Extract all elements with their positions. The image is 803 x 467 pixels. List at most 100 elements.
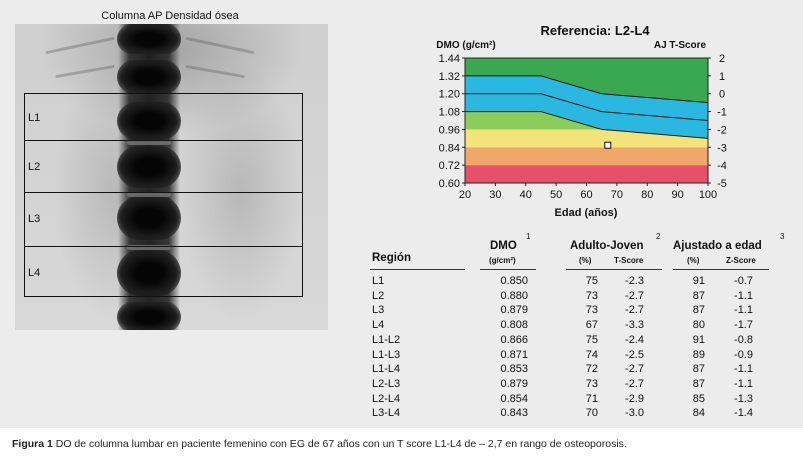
x-tick-label: 50 — [550, 189, 562, 201]
x-tick-label: 90 — [672, 189, 684, 201]
header-young-adult: Adulto-Joven — [570, 240, 644, 252]
y-tick-label: 0.72 — [439, 160, 460, 172]
x-tick-label: 40 — [520, 189, 532, 201]
cell-age-pct: 80 — [692, 319, 705, 332]
roi-label-l3: L3 — [28, 213, 41, 225]
cell-young-adult-pct: 75 — [585, 333, 598, 346]
y2-tick-label: -5 — [717, 178, 727, 190]
cell-tscore: -2.4 — [625, 333, 644, 346]
vertebra — [117, 24, 181, 54]
cell-region: L1-L2 — [372, 333, 401, 346]
caption-label: Figura 1 — [12, 438, 53, 450]
table-row: L1-L2 0.866 75 -2.4 91 -0.8 — [370, 334, 790, 347]
right-axis-label: AJ T-Score — [654, 40, 707, 51]
cell-tscore: -2.7 — [625, 304, 644, 317]
vertebra — [117, 146, 181, 188]
table-row: L4 0.808 67 -3.3 80 -1.7 — [370, 319, 790, 332]
cell-bmd: 0.853 — [500, 363, 528, 376]
vertebra — [117, 102, 181, 140]
rib-shadow — [55, 64, 115, 79]
rib-shadow — [185, 64, 245, 79]
header-rule — [673, 269, 769, 270]
plot-area: 0.60 0.72 0.84 0.96 1.08 1.20 1.32 1.44 -5 -4 -3 -2… — [439, 53, 727, 201]
chart-title: Referencia: L2-L4 — [540, 23, 650, 38]
diagnostic-band — [465, 165, 708, 183]
y-tick-label: 0.60 — [439, 178, 460, 190]
table-row: L1 0.850 75 -2.3 91 -0.7 — [370, 275, 790, 288]
y2-tick-label: -3 — [717, 142, 727, 154]
cell-region: L1-L4 — [372, 363, 401, 376]
cell-tscore: -2.5 — [625, 348, 644, 361]
header-bmd-unit: (g/cm²) — [489, 256, 516, 265]
intervertebral-disc — [127, 140, 171, 145]
header-rule — [566, 269, 662, 270]
cell-young-adult-pct: 72 — [585, 363, 598, 376]
cell-tscore: -2.7 — [625, 289, 644, 302]
cell-young-adult-pct: 67 — [585, 319, 598, 332]
cell-zscore: -0.9 — [734, 348, 753, 361]
y-tick-label: 0.84 — [439, 142, 460, 154]
cell-bmd: 0.871 — [500, 348, 528, 361]
intervertebral-disc — [127, 192, 171, 197]
reference-line-upper — [465, 75, 709, 104]
cell-bmd: 0.879 — [500, 377, 528, 390]
cell-age-pct: 87 — [692, 377, 705, 390]
x-axis-label: Edad (años) — [555, 207, 618, 219]
vertebra — [117, 196, 181, 240]
cell-region: L2-L3 — [372, 377, 401, 390]
cell-tscore: -2.9 — [625, 392, 644, 405]
y2-tick-label: -1 — [717, 107, 727, 119]
cell-age-pct: 84 — [692, 407, 705, 420]
y-tick-label: 1.32 — [439, 71, 460, 83]
vertebra — [117, 302, 181, 330]
rib-shadow — [185, 36, 255, 55]
cell-tscore: -2.7 — [625, 377, 644, 390]
header-bmd: DMO — [490, 240, 517, 252]
x-tick-label: 80 — [641, 189, 653, 201]
cell-age-pct: 91 — [692, 333, 705, 346]
header-age-matched: Ajustado a edad — [673, 240, 762, 252]
header-age-pct: (%) — [687, 256, 700, 265]
cell-zscore: -1.3 — [734, 392, 753, 405]
cell-zscore: -1.7 — [734, 319, 753, 332]
table-row: L1-L4 0.853 72 -2.7 87 -1.1 — [370, 363, 790, 376]
cell-bmd: 0.866 — [500, 333, 528, 346]
table-row: L2-L4 0.854 71 -2.9 85 -1.3 — [370, 393, 790, 406]
vertebra — [117, 250, 181, 296]
x-tick-label: 100 — [699, 189, 717, 201]
x-tick-label: 20 — [459, 189, 471, 201]
cell-bmd: 0.879 — [500, 304, 528, 317]
roi-label-l4: L4 — [28, 267, 41, 279]
header-young-adult-pct: (%) — [579, 256, 592, 265]
cell-tscore: -3.0 — [625, 407, 644, 420]
caption-text: DO de columna lumbar en paciente femenin… — [52, 438, 627, 450]
cell-young-adult-pct: 71 — [585, 392, 598, 405]
roi-box-l4: L4 — [24, 246, 303, 297]
roi-box-l1: L1 — [24, 93, 303, 141]
cell-region: L2 — [372, 289, 385, 302]
header-region: Región — [372, 252, 411, 264]
cell-young-adult-pct: 73 — [585, 289, 598, 302]
cell-bmd: 0.854 — [500, 392, 528, 405]
cell-age-pct: 89 — [692, 348, 705, 361]
y-tick-label: 1.44 — [439, 53, 460, 65]
intervertebral-disc — [127, 245, 171, 250]
diagnostic-band — [465, 147, 708, 166]
figure-caption: Figura 1 DO de columna lumbar en pacient… — [12, 438, 792, 450]
reference-chart: Referencia: L2-L4 DMO (g/cm²) AJ T-Score… — [436, 23, 727, 219]
header-zscore: Z-Score — [726, 256, 756, 265]
cell-age-pct: 87 — [692, 289, 705, 302]
cell-zscore: -1.1 — [734, 289, 753, 302]
cell-tscore: -3.3 — [625, 319, 644, 332]
table-row: L3 0.879 73 -2.7 87 -1.1 — [370, 304, 790, 317]
reference-line-lower — [465, 111, 709, 139]
cell-region: L4 — [372, 319, 385, 332]
x-tick-label: 70 — [611, 189, 623, 201]
y2-tick-label: -4 — [717, 160, 727, 172]
cell-region: L3-L4 — [372, 407, 401, 420]
cell-young-adult-pct: 73 — [585, 304, 598, 317]
roi-box-l3: L3 — [24, 192, 303, 247]
cell-young-adult-pct: 74 — [585, 348, 598, 361]
cell-age-pct: 85 — [692, 392, 705, 405]
y2-tick-label: 1 — [719, 71, 725, 83]
